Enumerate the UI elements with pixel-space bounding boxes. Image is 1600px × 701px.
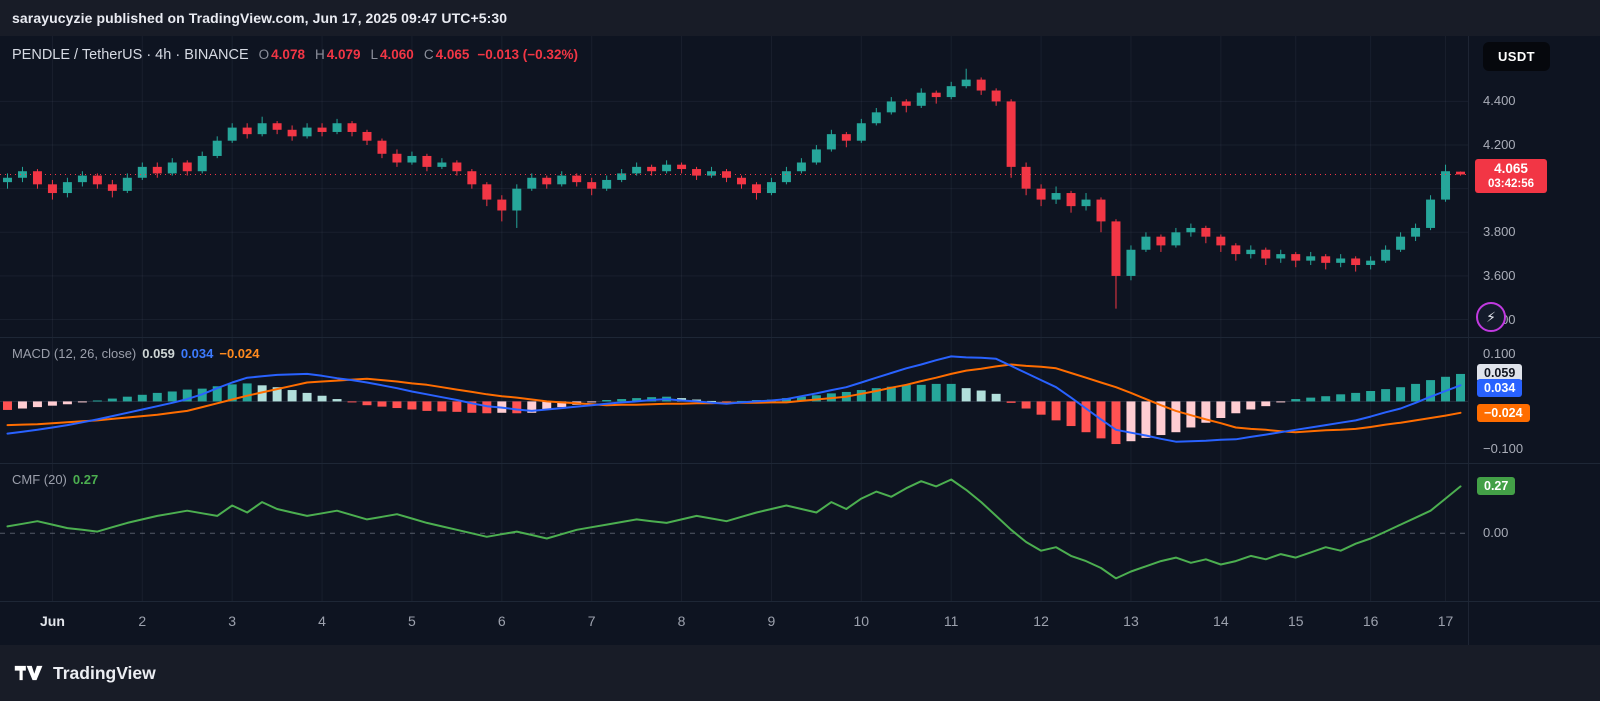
- time-axis-label: 8: [677, 613, 686, 629]
- cmf-chart-svg[interactable]: [0, 463, 1468, 601]
- cmf-axis-label: 0.00: [1483, 525, 1509, 541]
- macd-line-value: 0.034: [180, 346, 214, 361]
- macd-line-badge: 0.034: [1477, 379, 1523, 398]
- time-axis-label: 16: [1362, 613, 1379, 629]
- time-axis-label: Jun: [39, 613, 65, 629]
- panel-divider: [0, 601, 1600, 602]
- panel-divider: [0, 337, 1600, 338]
- price-panel[interactable]: PENDLE / TetherUS · 4h · BINANCE O 4.078…: [0, 36, 1468, 337]
- time-axis-label: 3: [228, 613, 237, 629]
- symbol-legend: PENDLE / TetherUS · 4h · BINANCE O 4.078…: [12, 47, 578, 63]
- cmf-value-badge: 0.27: [1477, 477, 1516, 496]
- time-axis-label: 6: [497, 613, 506, 629]
- open-label: O: [258, 47, 270, 62]
- cmf-title[interactable]: CMF (20): [12, 472, 67, 487]
- minds-bubble-button[interactable]: ⚡: [1476, 302, 1506, 332]
- price-axis[interactable]: 4.4004.2003.8003.6003.4004.06503:42:560.…: [1468, 36, 1600, 645]
- time-axis-label: 13: [1123, 613, 1139, 629]
- time-axis-label: 14: [1213, 613, 1229, 629]
- symbol-title[interactable]: PENDLE / TetherUS · 4h · BINANCE: [12, 47, 249, 63]
- plot-column: PENDLE / TetherUS · 4h · BINANCE O 4.078…: [0, 36, 1468, 645]
- macd-axis-label: −0.100: [1483, 440, 1524, 456]
- cmf-legend: CMF (20) 0.27: [12, 472, 98, 487]
- macd-axis-label: 0.100: [1483, 346, 1516, 362]
- time-axis-label: 4: [318, 613, 326, 629]
- publish-text: sarayucyzie published on TradingView.com…: [12, 10, 508, 26]
- high-label: H: [314, 47, 325, 62]
- price-axis-label: 4.200: [1483, 137, 1516, 153]
- time-axis[interactable]: Jun 2 3 4 5 6 7 8 9 10 11 12 13 14 15 16 17: [0, 601, 1468, 645]
- macd-signal-badge: −0.024: [1477, 403, 1530, 422]
- publish-bar: sarayucyzie published on TradingView.com…: [0, 0, 1600, 36]
- cmf-value: 0.27: [72, 472, 99, 487]
- time-axis-label: 7: [587, 613, 596, 629]
- high-value: 4.079: [326, 47, 361, 62]
- cmf-panel[interactable]: CMF (20) 0.27: [0, 463, 1468, 601]
- change-value: −0.013 (−0.32%): [477, 47, 578, 62]
- lightning-bolt-icon: ⚡: [1486, 308, 1496, 325]
- price-axis-label: 3.600: [1483, 267, 1516, 283]
- chart-area: PENDLE / TetherUS · 4h · BINANCE O 4.078…: [0, 36, 1600, 645]
- time-axis-label: 2: [138, 613, 147, 629]
- macd-chart-svg[interactable]: [0, 337, 1468, 463]
- tradingview-brand[interactable]: TradingView: [53, 662, 156, 683]
- macd-hist-value: 0.059: [142, 346, 175, 361]
- price-axis-label: 4.400: [1483, 93, 1516, 109]
- time-axis-label: 11: [943, 613, 959, 629]
- footer-bar: TradingView: [0, 645, 1600, 701]
- macd-signal-value: −0.024: [219, 346, 260, 361]
- low-value: 4.060: [380, 47, 414, 62]
- price-chart-svg[interactable]: [0, 36, 1468, 337]
- tradingview-logo-icon: [14, 665, 43, 681]
- last-price-value: 4.065: [1494, 160, 1528, 176]
- macd-title[interactable]: MACD (12, 26, close): [12, 346, 137, 361]
- time-axis-label: 17: [1437, 613, 1454, 629]
- bar-countdown: 03:42:56: [1487, 177, 1535, 190]
- macd-panel[interactable]: MACD (12, 26, close) 0.059 0.034 −0.024: [0, 337, 1468, 463]
- open-value: 4.078: [271, 47, 305, 62]
- currency-toggle-button[interactable]: USDT: [1483, 42, 1550, 71]
- last-price-badge: 4.065 03:42:56: [1475, 158, 1547, 193]
- close-label: C: [423, 47, 434, 62]
- time-axis-label: 5: [408, 613, 416, 629]
- macd-hist-badge: 0.059: [1477, 364, 1523, 383]
- close-value: 4.065: [435, 47, 470, 62]
- low-label: L: [370, 47, 379, 62]
- macd-legend: MACD (12, 26, close) 0.059 0.034 −0.024: [12, 346, 259, 361]
- time-axis-label: 9: [767, 613, 776, 629]
- panel-divider: [0, 463, 1600, 464]
- time-axis-label: 15: [1287, 613, 1304, 629]
- time-axis-label: 12: [1033, 613, 1049, 629]
- time-axis-label: 10: [853, 613, 870, 629]
- price-axis-label: 3.800: [1483, 224, 1516, 240]
